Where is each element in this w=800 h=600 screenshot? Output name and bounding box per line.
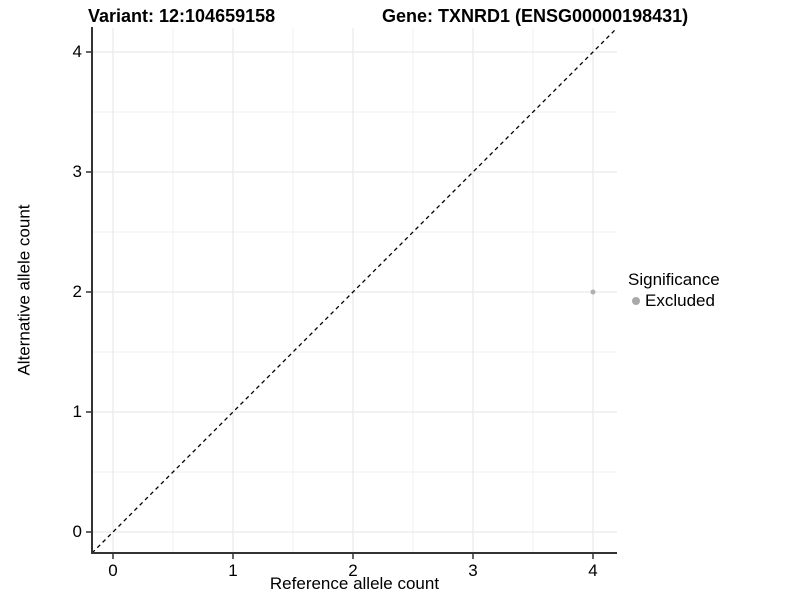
legend-item-label: Excluded — [645, 290, 715, 310]
data-point-excluded — [590, 289, 596, 295]
y-tick-label: 0 — [72, 522, 82, 541]
legend-item-excluded: Excluded — [632, 290, 720, 311]
x-tick-label: 4 — [588, 561, 598, 580]
excluded-point-icon — [632, 296, 640, 305]
x-tick-label: 1 — [228, 561, 238, 580]
x-tick-label: 3 — [468, 561, 478, 580]
y-tick-label: 3 — [72, 162, 82, 181]
legend: Significance Excluded — [628, 269, 720, 311]
identity-line — [91, 27, 618, 554]
y-tick-label: 4 — [72, 42, 82, 61]
y-tick-label: 1 — [72, 402, 82, 421]
y-tick-label: 2 — [72, 282, 82, 301]
y-axis-title: Alternative allele count — [14, 204, 34, 376]
plot-title-gene: Gene: TXNRD1 (ENSG00000198431) — [382, 6, 689, 26]
x-axis-title: Reference allele count — [269, 574, 440, 593]
x-tick-label: 0 — [108, 561, 118, 580]
legend-title: Significance — [628, 270, 720, 289]
plot-title-variant: Variant: 12:104659158 — [88, 6, 276, 26]
x-tick-label: 2 — [348, 561, 358, 580]
